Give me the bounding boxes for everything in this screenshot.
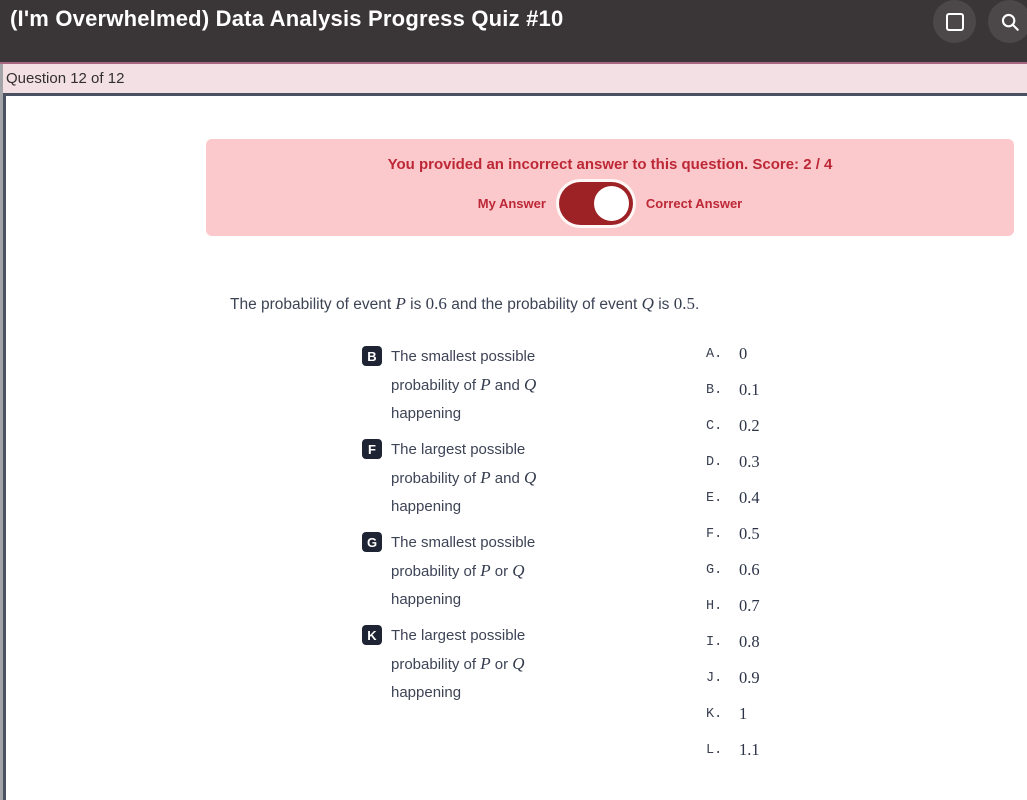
option-value: 0 — [739, 344, 748, 363]
prompt-text: The smallest possible probability of — [391, 348, 536, 394]
option-letter: D. — [706, 454, 723, 470]
math-var-q: Q — [523, 375, 537, 394]
option-letter: H. — [706, 598, 723, 614]
prompt-text: happening — [391, 684, 462, 701]
stem-text: The probability of event — [230, 296, 396, 313]
search-button[interactable] — [988, 0, 1027, 43]
match-item: K The largest possible probability of P … — [362, 622, 597, 707]
option-row: L. 1.1 — [706, 732, 760, 768]
prompt-text: happening — [391, 498, 462, 515]
prompt-text: or — [490, 656, 513, 673]
stem-text: and the probability of event — [446, 296, 642, 313]
math-value: 0.5 — [673, 294, 695, 313]
toggle-knob-icon — [593, 186, 629, 221]
option-value: 0.9 — [739, 668, 760, 687]
match-prompt: The largest possible probability of P an… — [391, 436, 567, 521]
prompt-text: happening — [391, 405, 462, 422]
option-value: 0.3 — [739, 452, 760, 471]
option-value: 1.1 — [739, 740, 760, 759]
prompt-text: and — [490, 470, 524, 487]
option-value: 0.2 — [739, 416, 760, 435]
math-var-q: Q — [512, 654, 525, 673]
left-gutter — [0, 64, 3, 800]
correct-answer-label: Correct Answer — [645, 196, 743, 211]
option-row: K. 1 — [706, 696, 760, 732]
match-item: G The smallest possible probability of P… — [362, 529, 597, 614]
option-letter: L. — [706, 742, 723, 758]
matching-list: B The smallest possible probability of P… — [362, 343, 597, 715]
question-panel: You provided an incorrect answer to this… — [3, 93, 1027, 800]
options-list: A. 0 B. 0.1 C. 0.2 D. 0.3 E. 0.4 F. 0.5 — [706, 336, 760, 768]
answer-badge: F — [362, 439, 382, 459]
prompt-text: happening — [391, 591, 462, 608]
option-letter: F. — [706, 526, 723, 542]
option-letter: C. — [706, 418, 723, 434]
match-prompt: The smallest possible probability of P o… — [391, 529, 567, 614]
math-var-p: P — [480, 561, 491, 580]
prompt-text: and — [490, 377, 524, 394]
option-row: H. 0.7 — [706, 588, 760, 624]
option-letter: A. — [706, 346, 723, 362]
option-letter: I. — [706, 634, 723, 650]
answer-badge: K — [362, 625, 382, 645]
prompt-text: The largest possible probability of — [391, 441, 526, 487]
match-prompt: The largest possible probability of P or… — [391, 622, 567, 707]
option-value: 0.1 — [739, 380, 760, 399]
result-alert: You provided an incorrect answer to this… — [206, 139, 1014, 236]
answer-badge: B — [362, 346, 382, 366]
option-value: 0.7 — [739, 596, 760, 615]
prompt-text: or — [490, 563, 513, 580]
fullscreen-button[interactable] — [933, 0, 976, 43]
option-letter: E. — [706, 490, 723, 506]
option-row: G. 0.6 — [706, 552, 760, 588]
option-row: A. 0 — [706, 336, 760, 372]
stem-text: . — [694, 296, 700, 313]
option-row: C. 0.2 — [706, 408, 760, 444]
answer-toggle[interactable] — [558, 182, 633, 225]
match-prompt: The smallest possible probability of P a… — [391, 343, 567, 428]
answer-badge: G — [362, 532, 382, 552]
header-divider — [0, 62, 1027, 64]
option-letter: B. — [706, 382, 723, 398]
option-row: I. 0.8 — [706, 624, 760, 660]
option-row: J. 0.9 — [706, 660, 760, 696]
math-value: 0.6 — [425, 294, 447, 313]
answer-toggle-row: My Answer Correct Answer — [478, 182, 742, 225]
math-var-p: P — [480, 468, 491, 487]
search-icon — [999, 11, 1021, 33]
math-var-p: P — [480, 654, 491, 673]
stem-text: is — [653, 296, 674, 313]
math-var-q: Q — [523, 468, 537, 487]
stem-text: is — [405, 296, 426, 313]
option-value: 1 — [739, 704, 748, 723]
result-message: You provided an incorrect answer to this… — [387, 156, 833, 173]
option-letter: K. — [706, 706, 723, 722]
app-header: (I'm Overwhelmed) Data Analysis Progress… — [0, 0, 1027, 62]
option-letter: G. — [706, 562, 723, 578]
question-stem: The probability of event P is 0.6 and th… — [230, 294, 699, 314]
progress-bar: Question 12 of 12 — [0, 64, 1027, 93]
option-row: D. 0.3 — [706, 444, 760, 480]
my-answer-label: My Answer — [477, 196, 546, 211]
option-row: F. 0.5 — [706, 516, 760, 552]
math-var-p: P — [395, 294, 406, 313]
prompt-text: The smallest possible probability of — [391, 534, 536, 580]
option-value: 0.6 — [739, 560, 760, 579]
option-value: 0.5 — [739, 524, 760, 543]
match-item: F The largest possible probability of P … — [362, 436, 597, 521]
option-row: E. 0.4 — [706, 480, 760, 516]
square-icon — [945, 12, 964, 31]
math-var-q: Q — [512, 561, 525, 580]
math-var-p: P — [480, 375, 491, 394]
option-row: B. 0.1 — [706, 372, 760, 408]
progress-label: Question 12 of 12 — [6, 70, 125, 87]
quiz-title: (I'm Overwhelmed) Data Analysis Progress… — [10, 6, 564, 31]
match-item: B The smallest possible probability of P… — [362, 343, 597, 428]
prompt-text: The largest possible probability of — [391, 627, 526, 673]
option-letter: J. — [706, 670, 723, 686]
option-value: 0.4 — [739, 488, 760, 507]
math-var-q: Q — [641, 294, 654, 313]
option-value: 0.8 — [739, 632, 760, 651]
